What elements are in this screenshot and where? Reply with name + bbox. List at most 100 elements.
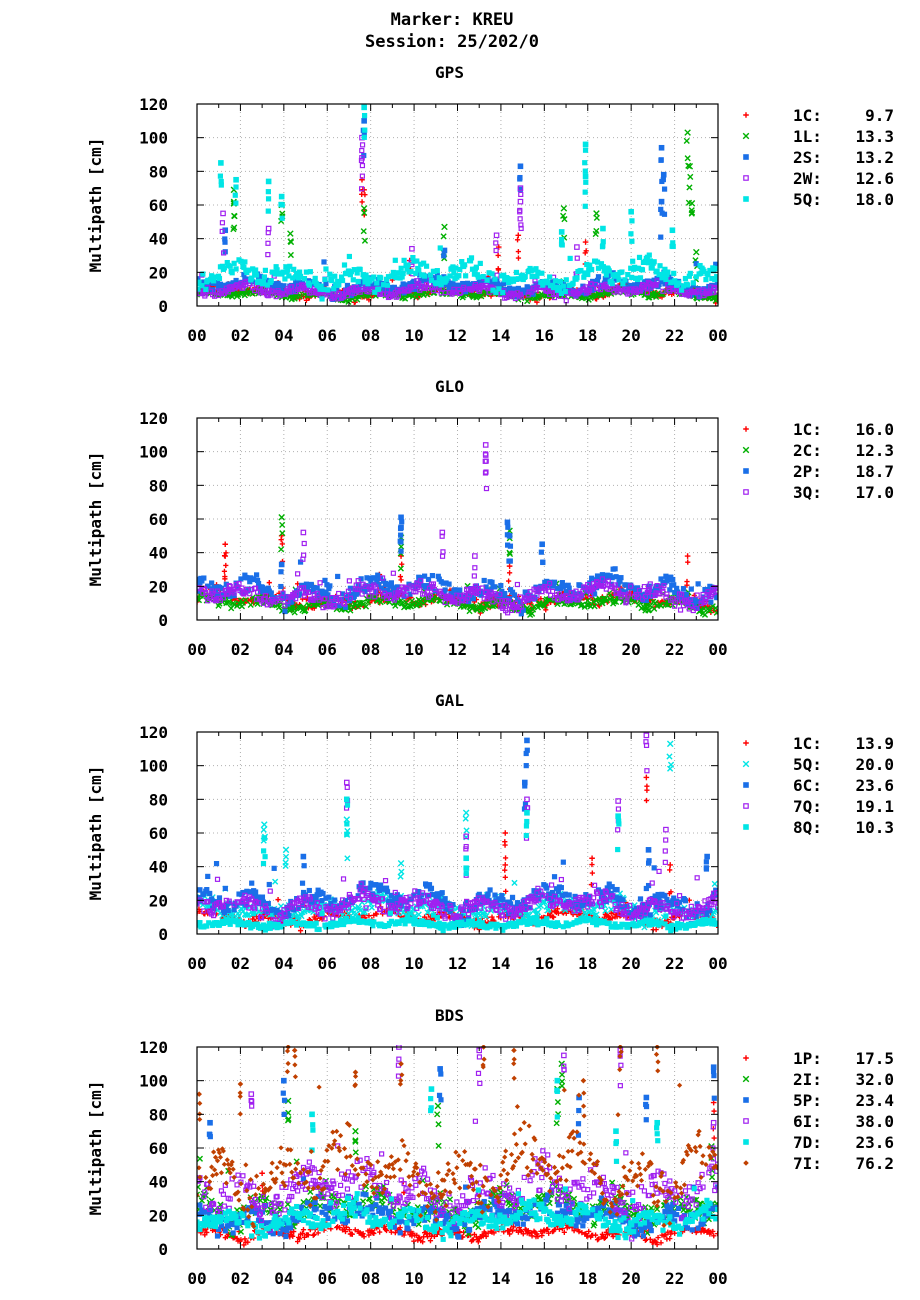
data-point [656, 586, 662, 592]
data-point [535, 269, 541, 275]
data-point [693, 274, 699, 280]
data-point [560, 283, 566, 289]
data-point [612, 598, 620, 606]
data-point [688, 586, 694, 592]
data-point [514, 237, 521, 243]
data-point [434, 268, 440, 274]
data-point [646, 252, 652, 258]
data-point [265, 196, 272, 202]
data-point [409, 245, 415, 252]
data-point [500, 897, 506, 903]
data-point [668, 276, 674, 282]
data-point [313, 896, 319, 902]
data-point [308, 581, 314, 588]
data-point [261, 274, 268, 280]
data-point [397, 873, 404, 880]
data-point [560, 205, 568, 212]
data-point [339, 277, 346, 284]
data-point [675, 597, 681, 603]
data-point [468, 255, 475, 261]
data-point [332, 273, 338, 279]
data-point [359, 162, 366, 169]
data-point [663, 573, 669, 579]
data-point [417, 587, 423, 593]
data-point [498, 902, 504, 909]
data-point [671, 582, 677, 588]
data-point [361, 131, 367, 138]
data-point [327, 271, 333, 277]
data-point [581, 274, 587, 280]
data-point [515, 232, 522, 239]
data-point [684, 129, 691, 136]
series-2P [197, 514, 718, 617]
data-point [517, 198, 524, 205]
data-point [301, 585, 308, 591]
data-point [303, 287, 310, 293]
data-point [378, 275, 384, 281]
data-point [552, 909, 559, 915]
data-point [355, 278, 361, 285]
marker-title: Marker: KREU [391, 10, 514, 30]
data-point [418, 578, 424, 584]
data-point [423, 883, 430, 889]
data-point [229, 270, 235, 276]
y-axis-label: Multipath [cm] [86, 452, 105, 587]
data-point [296, 591, 303, 597]
data-point [517, 186, 523, 192]
data-point [517, 176, 523, 182]
data-point [221, 568, 228, 574]
x-tick-label: 22 [665, 326, 684, 345]
data-point [690, 280, 696, 286]
data-point [471, 903, 478, 909]
data-point [660, 588, 666, 595]
data-point [637, 275, 644, 281]
data-point [708, 599, 714, 605]
data-point [498, 583, 504, 589]
data-point [562, 288, 568, 295]
data-point [351, 267, 357, 273]
data-point [584, 261, 590, 268]
data-point [497, 591, 503, 597]
data-point [413, 270, 419, 276]
data-point [387, 583, 394, 589]
data-point [509, 589, 516, 595]
x-tick-label: 02 [231, 326, 250, 345]
x-tick-label: 00 [708, 326, 727, 345]
data-point [424, 909, 431, 916]
data-point [332, 897, 338, 903]
y-tick-label: 80 [149, 476, 168, 495]
data-point [231, 212, 238, 219]
data-point [280, 590, 286, 596]
data-point [586, 267, 592, 273]
data-point [682, 275, 689, 282]
data-point [477, 260, 483, 267]
legend-label: 1C: [793, 420, 822, 439]
data-point [211, 584, 218, 591]
legend-marker [743, 468, 749, 474]
data-point [399, 561, 405, 567]
data-point [344, 855, 351, 862]
data-point [217, 281, 224, 287]
data-point [693, 605, 699, 611]
data-point [548, 579, 554, 585]
data-point [480, 273, 486, 280]
panel-title: GAL [435, 691, 464, 710]
data-point [293, 274, 299, 280]
data-point [666, 753, 673, 760]
data-point [608, 906, 615, 913]
data-point [470, 596, 477, 602]
data-point [366, 913, 372, 919]
x-tick-label: 08 [361, 326, 380, 345]
data-point [472, 565, 478, 571]
data-point [346, 894, 352, 901]
data-point [507, 570, 513, 576]
data-point [489, 271, 495, 277]
data-point [657, 602, 665, 609]
data-point [336, 282, 342, 288]
data-point [507, 285, 513, 291]
data-point [335, 573, 341, 580]
data-point [506, 558, 512, 564]
data-point [304, 897, 310, 903]
data-point [539, 270, 545, 276]
data-point [411, 258, 417, 264]
